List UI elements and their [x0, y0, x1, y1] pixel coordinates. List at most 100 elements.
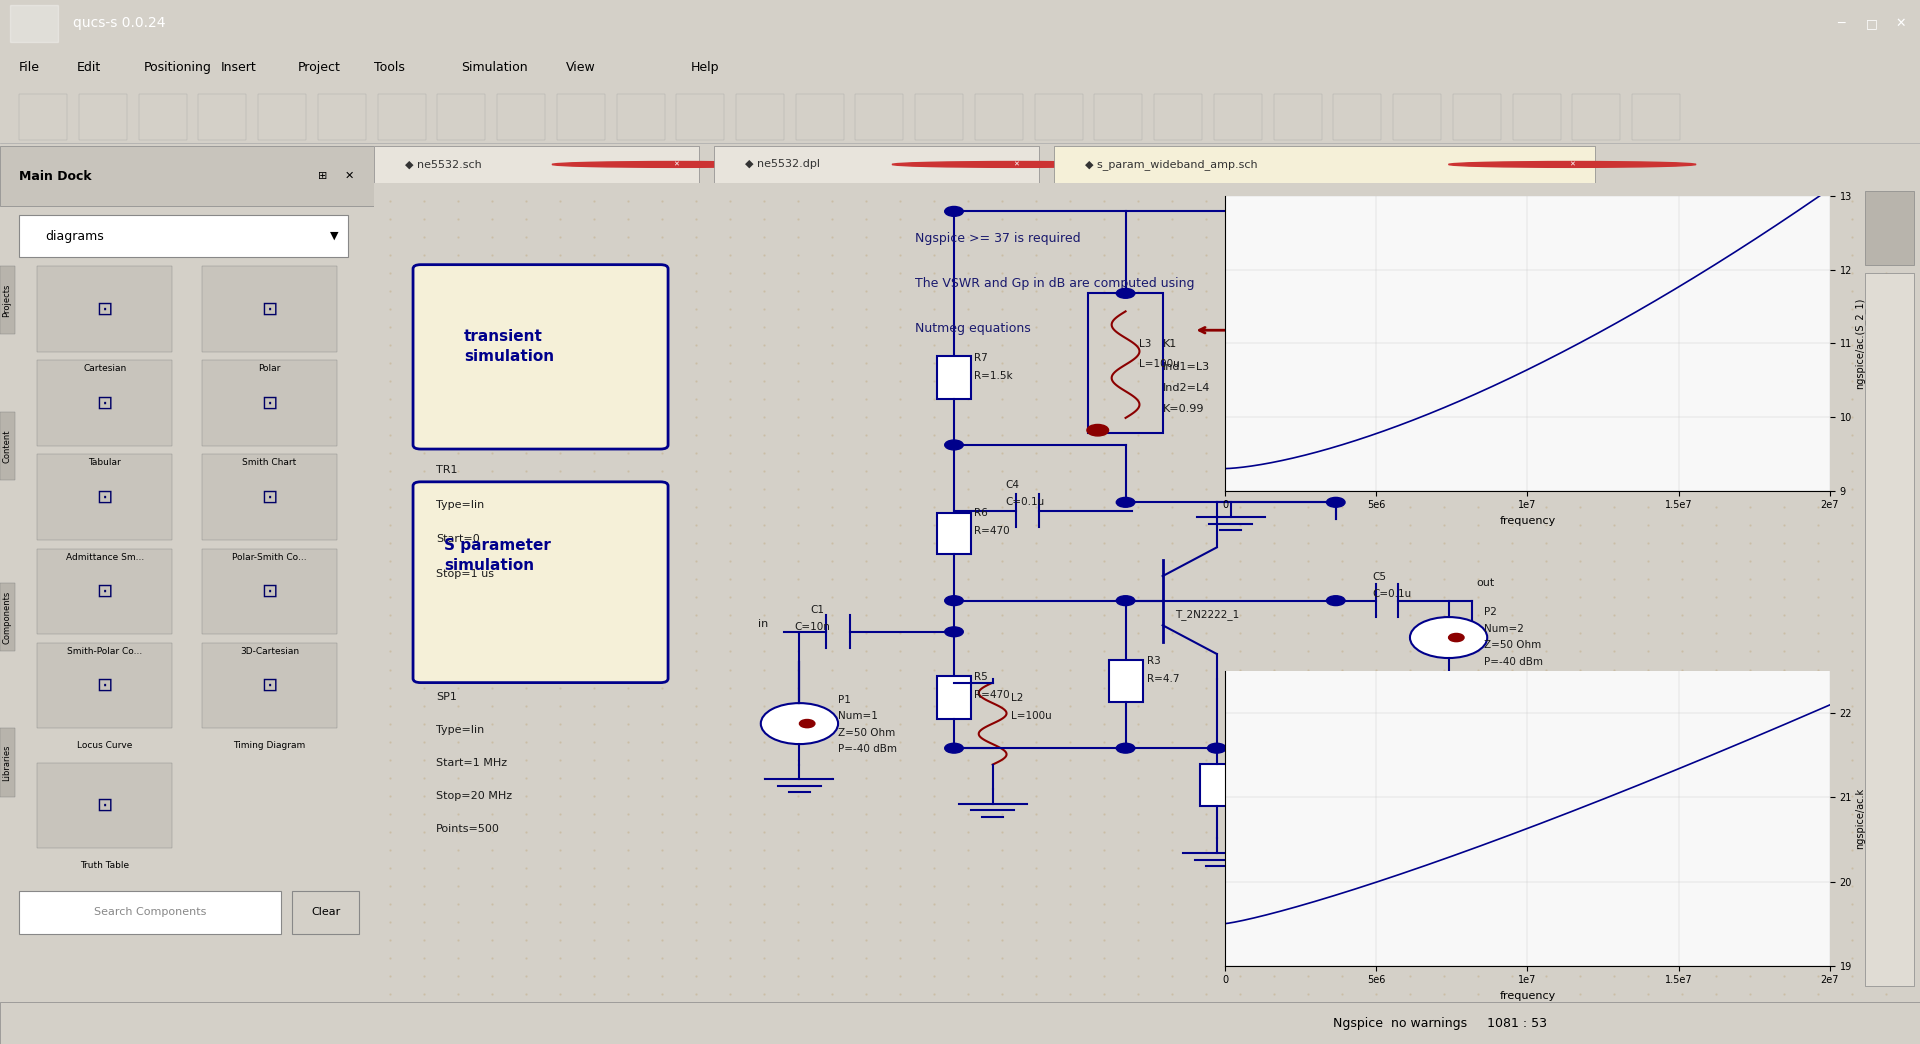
Point	[1394, 553, 1425, 570]
Point	[1870, 661, 1901, 678]
Point	[1768, 192, 1799, 209]
Bar	[19, 215, 348, 258]
Point	[1837, 373, 1868, 389]
Point	[1054, 931, 1085, 948]
Point	[1225, 301, 1256, 317]
Point	[714, 589, 745, 606]
Point	[1054, 481, 1085, 498]
Point	[1292, 824, 1323, 840]
Point	[1394, 211, 1425, 228]
Point	[511, 733, 541, 750]
Point	[1632, 680, 1663, 696]
Point	[442, 931, 472, 948]
Point	[1260, 535, 1290, 551]
Point	[1565, 697, 1596, 714]
Point	[952, 824, 983, 840]
Point	[1496, 625, 1526, 642]
Point	[1054, 715, 1085, 732]
Point	[816, 462, 847, 479]
Point	[511, 697, 541, 714]
Point	[647, 661, 678, 678]
Point	[374, 318, 405, 335]
Point	[1667, 517, 1697, 533]
Point	[1292, 643, 1323, 660]
Point	[1292, 752, 1323, 768]
Point	[987, 769, 1018, 786]
Point	[918, 192, 948, 209]
Point	[1565, 264, 1596, 281]
Point	[1768, 625, 1799, 642]
Point	[511, 914, 541, 930]
Bar	[138, 95, 186, 141]
Point	[783, 841, 814, 858]
Point	[511, 427, 541, 444]
Point	[987, 733, 1018, 750]
Point	[1870, 264, 1901, 281]
Point	[442, 787, 472, 804]
Point	[612, 841, 643, 858]
Point	[409, 462, 440, 479]
Point	[1803, 589, 1834, 606]
Point	[918, 643, 948, 660]
Point	[851, 625, 881, 642]
Point	[749, 787, 780, 804]
Point	[1123, 246, 1154, 263]
Point	[816, 896, 847, 912]
Point	[1054, 336, 1085, 353]
Point	[1054, 896, 1085, 912]
Point	[1734, 625, 1764, 642]
Point	[1530, 643, 1561, 660]
Point	[1530, 589, 1561, 606]
Point	[612, 246, 643, 263]
Point	[952, 192, 983, 209]
Point	[1701, 336, 1732, 353]
Point	[1327, 841, 1357, 858]
Point	[1327, 625, 1357, 642]
Point	[1496, 192, 1526, 209]
Point	[851, 841, 881, 858]
Bar	[198, 95, 246, 141]
Point	[1260, 462, 1290, 479]
Point	[1361, 950, 1392, 967]
Point	[1327, 301, 1357, 317]
Point	[1701, 914, 1732, 930]
Point	[918, 733, 948, 750]
Point	[1021, 878, 1052, 895]
Point	[1463, 589, 1494, 606]
Text: ✕: ✕	[1014, 162, 1020, 167]
Point	[1260, 318, 1290, 335]
Point	[680, 914, 710, 930]
Bar	[202, 360, 338, 446]
Point	[1190, 931, 1221, 948]
Point	[409, 643, 440, 660]
Point	[545, 625, 576, 642]
Point	[1463, 950, 1494, 967]
Point	[1496, 355, 1526, 372]
Text: ─: ─	[1837, 17, 1845, 30]
Point	[1530, 968, 1561, 984]
Point	[1260, 625, 1290, 642]
Point	[442, 192, 472, 209]
Point	[1428, 517, 1459, 533]
Text: S parameter
simulation: S parameter simulation	[444, 539, 551, 573]
Point	[1565, 192, 1596, 209]
Point	[1734, 914, 1764, 930]
Point	[1870, 355, 1901, 372]
Point	[1225, 733, 1256, 750]
Point	[578, 246, 609, 263]
Point	[1428, 715, 1459, 732]
Point	[1530, 246, 1561, 263]
Point	[578, 445, 609, 461]
Point	[1361, 805, 1392, 822]
Point	[612, 805, 643, 822]
Point	[1327, 192, 1357, 209]
Text: C4: C4	[1004, 479, 1020, 490]
Point	[816, 589, 847, 606]
Point	[1870, 373, 1901, 389]
Point	[578, 264, 609, 281]
Point	[1292, 192, 1323, 209]
Point	[647, 914, 678, 930]
Point	[1599, 715, 1630, 732]
Point	[1463, 336, 1494, 353]
Point	[1837, 787, 1868, 804]
